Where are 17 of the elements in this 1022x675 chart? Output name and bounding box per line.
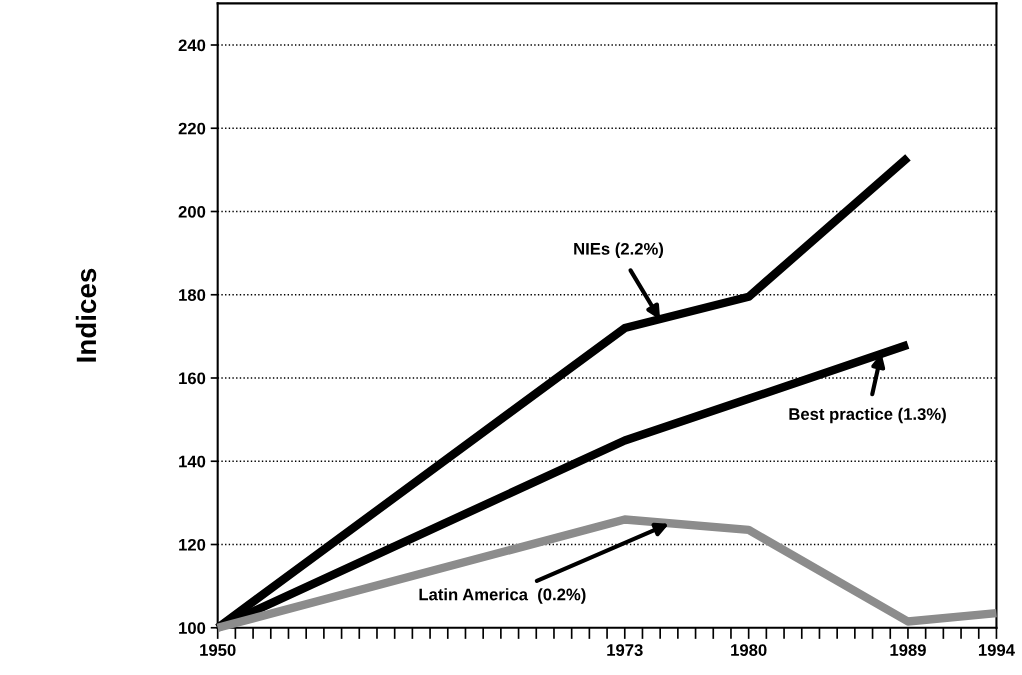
y-tick-label: 220 [178, 122, 206, 135]
y-axis-title: Indices [75, 268, 97, 362]
x-tick-label: 1950 [200, 644, 236, 656]
x-tick-label: 1973 [607, 644, 643, 656]
y-tick-label: 140 [179, 455, 206, 468]
y-tick-label: 200 [178, 205, 206, 218]
x-tick-label: 1994 [978, 644, 1015, 656]
annotation: NIEs (2.2%) [574, 242, 664, 259]
x-tick-label: 1980 [731, 644, 767, 656]
x-tick-label: 1989 [890, 644, 926, 656]
y-tick-label: 160 [179, 372, 206, 385]
y-tick-label: 120 [179, 538, 206, 551]
y-tick-label: 100 [179, 622, 206, 634]
y-tick-label: 240 [178, 39, 206, 52]
annotation: Best practice (1.3%) [789, 407, 946, 424]
annotation: Latin America (0.2%) [419, 588, 586, 604]
y-tick-label: 180 [179, 289, 206, 301]
